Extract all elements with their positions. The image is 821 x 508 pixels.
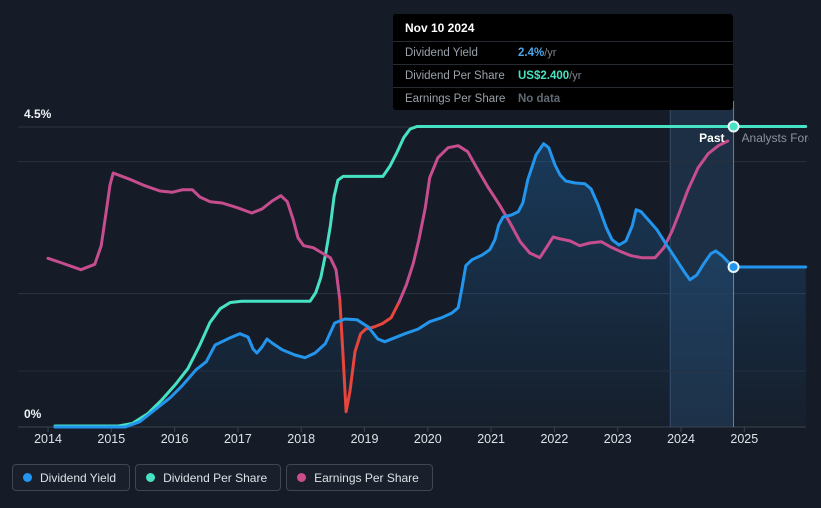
tooltip-label: Earnings Per Share (405, 93, 506, 105)
legend-dot-icon (23, 473, 32, 482)
x-tick-label: 2018 (287, 432, 316, 446)
x-tick-label: 2025 (730, 432, 759, 446)
legend-item-earnings-per-share[interactable]: Earnings Per Share (286, 464, 433, 491)
earnings-per-share-line-seg2 (397, 139, 730, 304)
past-region-label: Past (699, 131, 725, 145)
legend-label: Earnings Per Share (314, 470, 419, 485)
y-axis-top-label: 4.5% (24, 107, 52, 121)
x-tick-label: 2015 (97, 432, 126, 446)
x-tick-label: 2023 (603, 432, 632, 446)
tooltip-value: No data (518, 93, 561, 105)
x-tick-label: 2019 (350, 432, 379, 446)
current-value-marker[interactable] (727, 261, 740, 273)
legend-dot-icon (297, 473, 307, 482)
x-tick-label: 2021 (477, 432, 505, 446)
x-tick-label: 2016 (160, 432, 189, 446)
y-axis-zero-label: 0% (24, 407, 42, 421)
legend-item-dividend-yield[interactable]: Dividend Yield (12, 464, 131, 491)
dividend-yield-area-fill (55, 143, 806, 427)
dividend-per-share-line (53, 125, 808, 428)
x-tick-label: 2020 (413, 432, 442, 446)
x-axis-ticks (47, 427, 745, 432)
tooltip-unit: /yr (569, 70, 582, 82)
legend-label: Dividend Per Share (163, 470, 268, 485)
tooltip-label: Dividend Per Share (405, 70, 505, 82)
x-tick-label: 2022 (540, 432, 569, 446)
earnings-per-share-line-seg0 (46, 171, 342, 302)
x-tick-label: 2024 (667, 432, 695, 446)
tooltip-date: Nov 10 2024 (405, 21, 475, 35)
x-tick-label: 2014 (34, 432, 62, 446)
tooltip-row-earnings-per-share: Earnings Per Share No data (393, 87, 733, 110)
tooltip-row-dividend-yield: Dividend Yield 2.4% /yr (393, 41, 733, 64)
current-value-marker[interactable] (727, 120, 740, 133)
tooltip-value: 2.4% (518, 47, 545, 59)
analysts-forecast-region-label: Analysts Forecasts (741, 131, 809, 145)
hover-tooltip: Nov 10 2024 Dividend Yield 2.4% /yr Divi… (393, 14, 733, 110)
tooltip-label: Dividend Yield (405, 47, 478, 59)
legend-label: Dividend Yield (40, 470, 117, 485)
legend-item-dividend-per-share[interactable]: Dividend Per Share (135, 464, 282, 491)
legend-dot-icon (146, 473, 156, 482)
tooltip-unit: /yr (544, 47, 557, 59)
tooltip-value: US$2.400 (518, 70, 570, 82)
chart-legend: Dividend Yield Dividend Per Share Earnings… (12, 464, 433, 491)
earnings-per-share-line-seg1 (338, 298, 401, 414)
dividend-yield-line (53, 142, 808, 429)
tooltip-row-dividend-per-share: Dividend Per Share US$2.400 /yr (393, 64, 733, 87)
x-tick-label: 2017 (223, 432, 252, 446)
